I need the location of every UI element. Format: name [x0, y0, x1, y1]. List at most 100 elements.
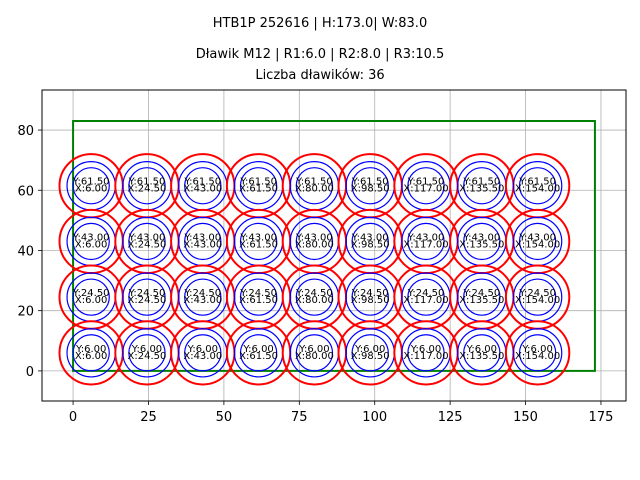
y-tick-label: 60	[17, 184, 34, 199]
point-label-x: X:117.00	[403, 351, 448, 362]
circle-r1	[463, 222, 501, 261]
x-tick-label: 75	[291, 410, 308, 425]
axis-ticks: 0 25 50 75 100 125 150 175 0 20 40 60 80	[17, 124, 613, 425]
choke-marker: Y:61.50X:61.50	[225, 153, 292, 219]
point-label-x: X:6.00	[75, 184, 108, 195]
y-tick-label: 0	[26, 365, 34, 380]
choke-marker: Y:43.00X:6.00	[58, 208, 124, 275]
choke-marker: Y:6.00X:117.00	[393, 320, 459, 386]
point-label-x: X:135.50	[459, 351, 504, 362]
point-label-y: Y:61.50	[295, 177, 333, 188]
point-label-y: Y:43.00	[462, 232, 500, 243]
point-label-y: Y:6.00	[298, 344, 329, 355]
circle-r1	[239, 334, 278, 372]
circle-r1	[72, 167, 110, 205]
circle-r1	[184, 334, 222, 372]
circle-r1	[351, 167, 389, 205]
choke-marker: Y:43.00X:80.00	[281, 208, 348, 275]
outer-circle-r3	[504, 320, 571, 386]
x-tick-label: 100	[362, 410, 387, 425]
circle-r1	[407, 278, 445, 316]
circle-r1	[184, 222, 222, 261]
point-label-y: Y:43.00	[239, 232, 277, 243]
circle-r1	[518, 167, 557, 205]
circle-r1	[239, 167, 278, 205]
choke-marker: Y:6.00X:6.00	[58, 320, 124, 386]
choke-marker: Y:24.50X:43.00	[170, 264, 236, 330]
x-tick-label: 125	[438, 410, 463, 425]
circle-r1	[184, 167, 222, 205]
point-label-y: Y:61.50	[239, 177, 277, 188]
circle-r1	[518, 278, 557, 316]
point-label-x: X:43.00	[183, 184, 222, 195]
point-label-x: X:98.50	[351, 239, 390, 250]
y-tick-label: 20	[17, 305, 34, 320]
circle-r1	[463, 278, 501, 316]
circle-r1	[72, 222, 110, 261]
choke-marker: Y:24.50X:135.50	[449, 264, 515, 330]
point-label-y: Y:6.00	[187, 344, 218, 355]
point-label-y: Y:43.00	[72, 232, 110, 243]
circle-r1	[295, 334, 334, 372]
choke-marker: Y:6.00X:61.50	[225, 320, 292, 386]
circle-r1	[295, 278, 334, 316]
point-label-x: X:154.00	[515, 351, 560, 362]
point-label-y: Y:61.50	[183, 177, 221, 188]
axes-frame	[41, 89, 627, 402]
point-label-x: X:154.00	[515, 239, 560, 250]
point-label-x: X:80.00	[295, 184, 334, 195]
choke-marker: Y:6.00X:80.00	[281, 320, 348, 386]
point-label-y: Y:6.00	[521, 344, 552, 355]
point-label-x: X:6.00	[75, 239, 108, 250]
circle-r1	[128, 222, 166, 261]
circle-r1	[518, 334, 557, 372]
point-label-y: Y:24.50	[518, 288, 556, 299]
circle-r1	[407, 222, 445, 261]
point-label-y: Y:43.00	[183, 232, 221, 243]
choke-marker: Y:43.00X:154.00	[504, 208, 571, 275]
plot-area: Y:61.50X:6.00Y:61.50X:24.50Y:61.50X:43.0…	[58, 120, 596, 386]
choke-marker: Y:24.50X:154.00	[504, 264, 571, 330]
choke-marker: Y:6.00X:154.00	[504, 320, 571, 386]
circle-r1	[407, 167, 445, 205]
choke-marker: Y:61.50X:98.50	[337, 153, 403, 219]
choke-marker: Y:61.50X:117.00	[393, 153, 459, 219]
point-label-x: X:61.50	[239, 184, 278, 195]
circle-r1	[295, 167, 334, 205]
point-label-x: X:61.50	[239, 239, 278, 250]
choke-marker: Y:6.00X:43.00	[170, 320, 236, 386]
choke-marker: Y:61.50X:154.00	[504, 153, 571, 219]
circle-r1	[128, 167, 166, 205]
point-label-x: X:43.00	[183, 351, 222, 362]
point-label-y: Y:24.50	[183, 288, 221, 299]
choke-marker: Y:6.00X:98.50	[337, 320, 403, 386]
choke-marker: Y:43.00X:43.00	[170, 208, 236, 275]
circle-r1	[239, 278, 278, 316]
point-label-x: X:135.50	[459, 295, 504, 306]
point-label-x: X:80.00	[295, 295, 334, 306]
point-label-y: Y:61.50	[407, 177, 445, 188]
circle-r1	[351, 334, 389, 372]
point-label-x: X:117.00	[403, 184, 448, 195]
point-label-y: Y:24.50	[72, 288, 110, 299]
choke-marker: Y:43.00X:61.50	[225, 208, 292, 275]
choke-marker: Y:61.50X:24.50	[114, 153, 180, 219]
point-label-x: X:61.50	[239, 295, 278, 306]
point-label-y: Y:6.00	[242, 344, 273, 355]
circle-r1	[184, 278, 222, 316]
point-label-y: Y:24.50	[239, 288, 277, 299]
choke-marker: Y:61.50X:6.00	[58, 153, 124, 219]
choke-marker: Y:43.00X:24.50	[114, 208, 180, 275]
x-tick-label: 0	[69, 410, 77, 425]
point-label-x: X:61.50	[239, 351, 278, 362]
point-label-y: Y:43.00	[295, 232, 333, 243]
point-label-x: X:6.00	[75, 351, 108, 362]
point-label-x: X:135.50	[459, 184, 504, 195]
circle-r1	[351, 278, 389, 316]
x-tick-label: 50	[216, 410, 233, 425]
point-label-y: Y:61.50	[518, 177, 556, 188]
point-label-y: Y:24.50	[128, 288, 166, 299]
point-label-x: X:117.00	[403, 239, 448, 250]
choke-marker: Y:61.50X:80.00	[281, 153, 348, 219]
circle-r1	[463, 167, 501, 205]
